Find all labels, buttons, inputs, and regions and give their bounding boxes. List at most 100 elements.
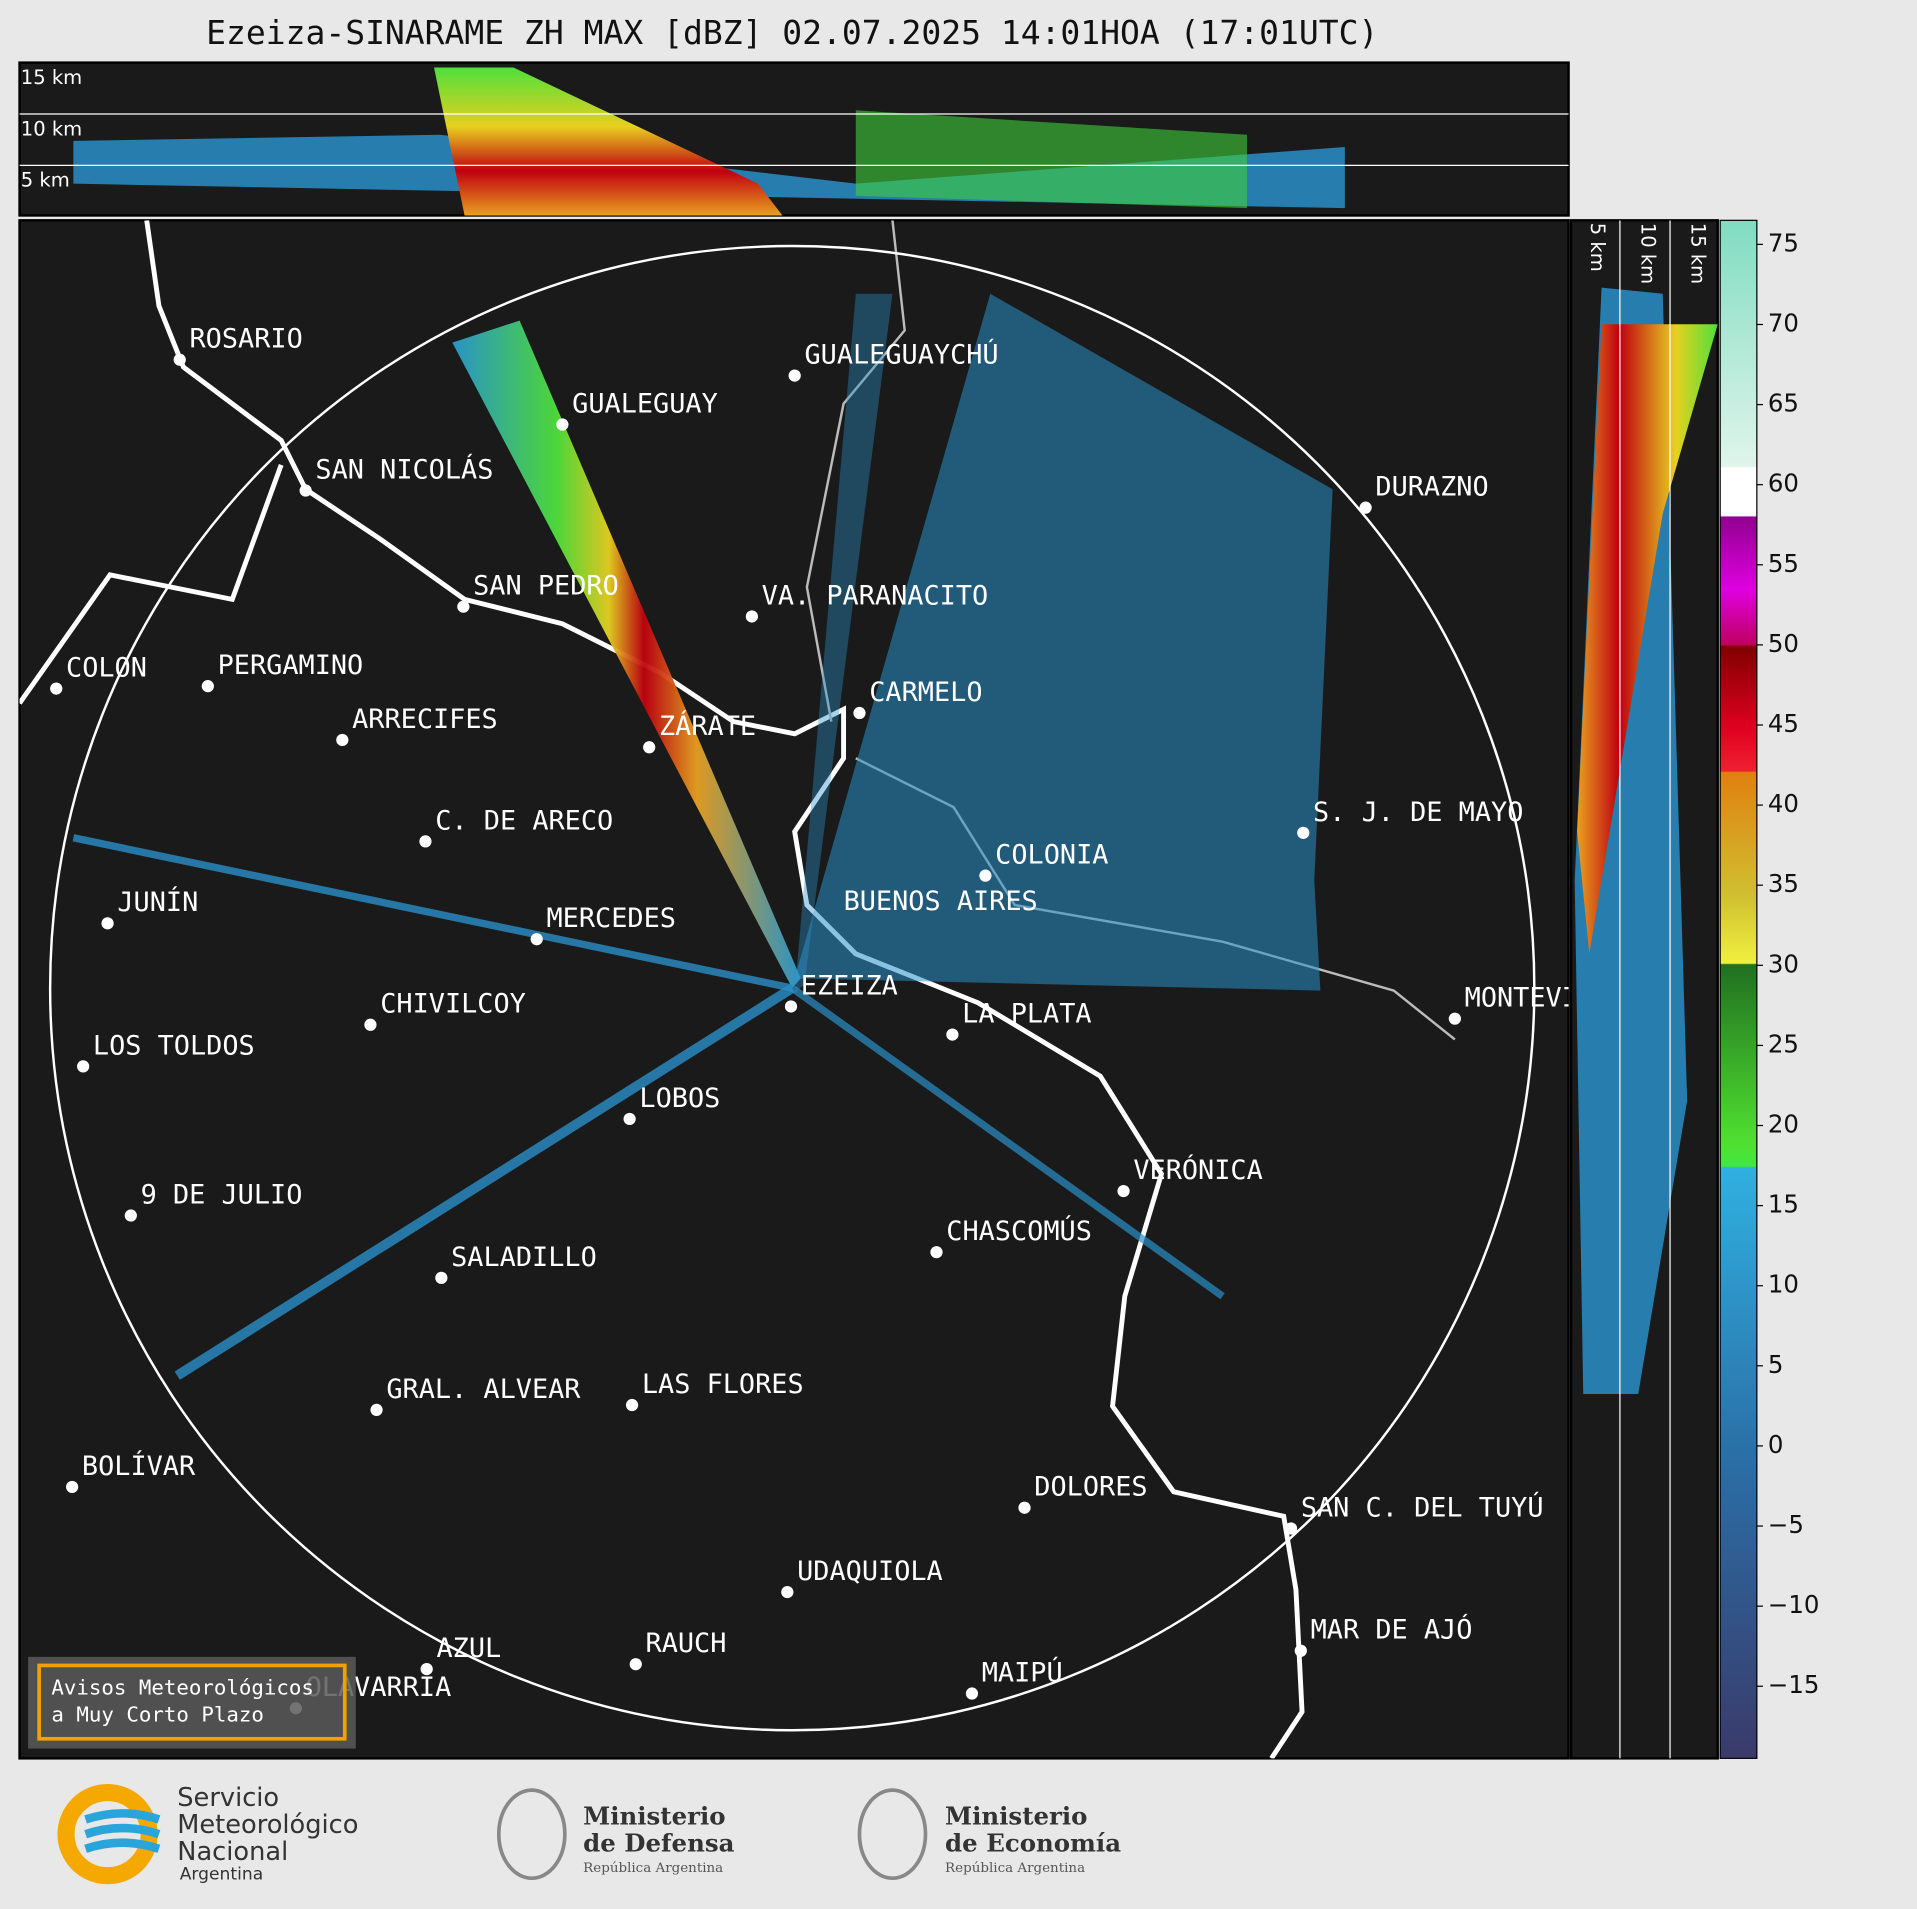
city-dot	[77, 1060, 90, 1073]
city-label: BUENOS AIRES	[844, 886, 1038, 917]
city-label: MAR DE AJÓ	[1311, 1614, 1473, 1646]
colorbar-tick-label: 75	[1768, 228, 1799, 257]
city-dot	[370, 1403, 383, 1417]
city-label: CHASCOMÚS	[946, 1215, 1092, 1247]
colorbar-tick-label: 35	[1768, 869, 1799, 898]
city-label: GUALEGUAY	[572, 388, 718, 419]
logo-text: Argentina	[180, 1864, 263, 1884]
city-label: ZÁRATE	[659, 710, 756, 742]
colorbar-tick-label: 40	[1768, 789, 1799, 818]
colorbar-tick-label: −10	[1768, 1590, 1820, 1619]
city-label: ROSARIO	[189, 324, 302, 355]
logo-text: Meteorológico	[177, 1810, 358, 1840]
city-label: S. J. DE MAYO	[1313, 797, 1523, 828]
colorbar-tick-label: 15	[1768, 1190, 1799, 1219]
city-dot	[457, 600, 470, 613]
logo-text: Nacional	[177, 1837, 288, 1867]
city-dot	[435, 1271, 448, 1284]
colorbar-tick-label: 20	[1768, 1110, 1799, 1139]
city-dot	[1018, 1501, 1031, 1514]
city-label: LOBOS	[639, 1083, 720, 1114]
city-dot	[299, 484, 312, 497]
city-label: PERGAMINO	[218, 650, 364, 681]
city-label: MONTEVIDEO	[1465, 983, 1627, 1014]
side-section	[1569, 219, 1719, 1760]
logo-text: Ministerio	[945, 1802, 1087, 1831]
city-label: LAS FLORES	[642, 1369, 804, 1400]
city-dot	[50, 682, 63, 695]
colorbar-fill	[1719, 219, 1758, 1759]
colorbar-tick-label: 10	[1768, 1270, 1799, 1299]
city-label: LOS TOLDOS	[93, 1030, 255, 1061]
warning-line: a Muy Corto Plazo	[51, 1703, 264, 1727]
city-dot	[629, 1658, 642, 1671]
city-label: GUALEGUAYCHÚ	[804, 339, 998, 371]
city-dot	[66, 1480, 79, 1494]
colorbar-tick-label: 50	[1768, 629, 1799, 658]
city-dot	[979, 869, 992, 882]
city-dot	[1284, 1522, 1298, 1535]
city-label: ARRECIFES	[352, 704, 498, 735]
city-label: CARMELO	[869, 677, 982, 708]
city-label: C. DE ARECO	[435, 805, 613, 836]
city-label: CHIVILCOY	[380, 989, 526, 1020]
city-dot	[965, 1687, 979, 1700]
city-dot	[623, 1112, 636, 1126]
city-label: VA. PARANACITO	[762, 580, 989, 611]
city-label: AZUL	[436, 1633, 501, 1664]
city-dot	[1359, 501, 1372, 514]
city-dot	[930, 1246, 943, 1259]
city-dot	[101, 917, 114, 930]
city-label: GRAL. ALVEAR	[386, 1374, 581, 1405]
logo-text: República Argentina	[583, 1861, 723, 1876]
city-label: BOLÍVAR	[82, 1450, 196, 1482]
colorbar-tick-label: 5	[1768, 1350, 1784, 1379]
height-label: 5 km	[1586, 223, 1609, 272]
colorbar-tick-label: −5	[1768, 1510, 1804, 1539]
city-dot	[124, 1209, 137, 1222]
city-dot	[643, 741, 656, 754]
logo-text: de Defensa	[583, 1829, 734, 1858]
logo-smn: Servicio Meteorológico Nacional Argentin…	[57, 1783, 358, 1884]
city-label: MAIPÚ	[982, 1656, 1063, 1688]
city-dot	[1117, 1184, 1130, 1198]
colorbar-tick-label: −15	[1768, 1670, 1820, 1699]
logo-defensa: Ministerio de Defensa República Argentin…	[496, 1788, 735, 1880]
colorbar-tick-label: 60	[1768, 469, 1799, 498]
top-section	[18, 61, 1570, 217]
height-label: 10 km	[1636, 223, 1659, 284]
city-dot	[946, 1028, 959, 1041]
title: Ezeiza-SINARAME ZH MAX [dBZ] 02.07.2025 …	[206, 13, 1378, 52]
city-dot	[556, 418, 569, 431]
city-label: RAUCH	[646, 1628, 727, 1659]
city-label: UDAQUIOLA	[797, 1556, 943, 1587]
city-dot	[1448, 1012, 1461, 1025]
map: ROSARIO GUALEGUAYCHÚ GUALEGUAY SAN NICOLÁS D…	[18, 219, 1627, 1760]
city-label: MERCEDES	[546, 903, 675, 934]
city-label: COLONIA	[995, 840, 1108, 871]
logo-text: de Economía	[945, 1829, 1121, 1858]
colorbar-tick-label: 70	[1768, 308, 1799, 337]
logo-text: Ministerio	[583, 1802, 725, 1831]
city-dot	[530, 933, 543, 946]
city-label: JUNÍN	[117, 886, 198, 918]
city-label: COLON	[66, 653, 147, 684]
city-dot	[364, 1018, 377, 1031]
city-label: EZEIZA	[801, 970, 898, 1001]
city-dot	[1294, 1644, 1307, 1657]
colorbar-tick-label: 45	[1768, 709, 1799, 738]
city-dot	[625, 1398, 639, 1412]
city-dot	[1297, 826, 1310, 839]
logo-text: Servicio	[177, 1783, 279, 1813]
height-label: 10 km	[21, 117, 82, 140]
colorbar-tick-label: 0	[1768, 1430, 1784, 1459]
city-label: SALADILLO	[451, 1242, 597, 1273]
city-dot	[201, 680, 214, 693]
city-dot	[781, 1585, 794, 1599]
city-dot	[788, 369, 801, 382]
city-dot	[420, 1662, 433, 1676]
city-label: SAN C. DEL TUYÚ	[1301, 1491, 1544, 1523]
city-label: VERÓNICA	[1133, 1154, 1262, 1186]
